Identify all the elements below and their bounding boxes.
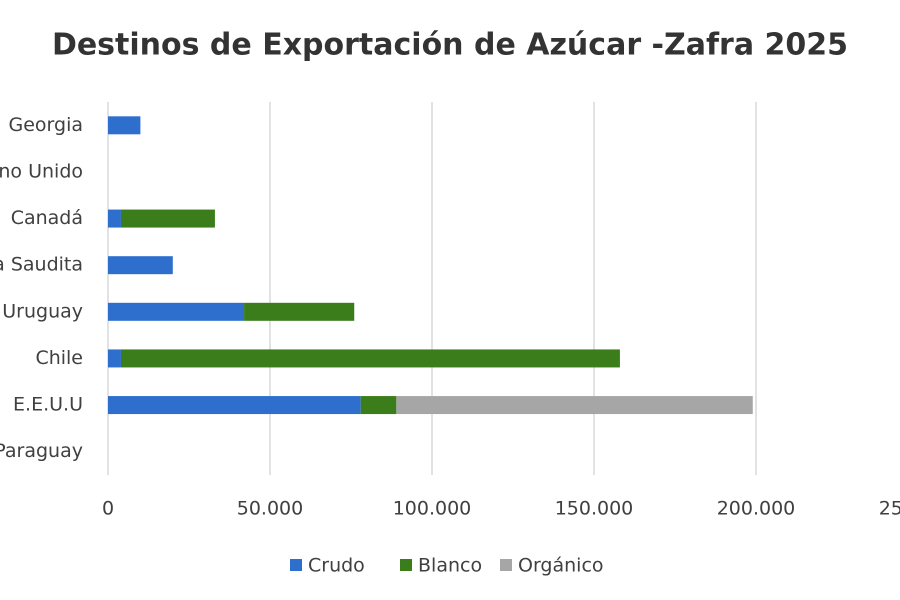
x-tick-label: 250.000	[879, 498, 900, 520]
bar	[244, 302, 355, 321]
legend-swatch	[500, 559, 512, 571]
bar	[108, 349, 121, 368]
chart-title: Destinos de Exportación de Azúcar -Zafra…	[52, 28, 848, 63]
y-tick-label: Georgia	[9, 114, 84, 136]
legend-label: Crudo	[308, 555, 365, 577]
y-tick-label: Chile	[35, 347, 83, 369]
bar	[108, 209, 121, 228]
legend-swatch	[290, 559, 302, 571]
x-tick-label: 200.000	[717, 498, 796, 520]
bar	[120, 349, 620, 368]
legend-swatch	[400, 559, 412, 571]
legend-label: Orgánico	[518, 555, 604, 577]
y-tick-label: Arabia Saudita	[0, 254, 83, 276]
y-tick-label: E.E.U.U	[13, 394, 83, 416]
x-tick-label: 150.000	[555, 498, 634, 520]
x-tick-label: 50.000	[237, 498, 303, 520]
bar	[108, 396, 361, 415]
bar	[360, 396, 397, 415]
x-tick-label: 100.000	[393, 498, 472, 520]
y-tick-label: Uruguay	[2, 300, 83, 322]
legend-label: Blanco	[418, 555, 482, 577]
y-tick-label: Canadá	[11, 207, 83, 229]
bar	[120, 209, 215, 228]
bar	[108, 256, 173, 275]
bar	[396, 396, 753, 415]
y-tick-label: Paraguay	[0, 440, 83, 462]
bar	[108, 302, 245, 321]
y-tick-label: Reino Unido	[0, 160, 83, 182]
x-tick-label: 0	[102, 498, 114, 520]
bar	[108, 116, 141, 135]
